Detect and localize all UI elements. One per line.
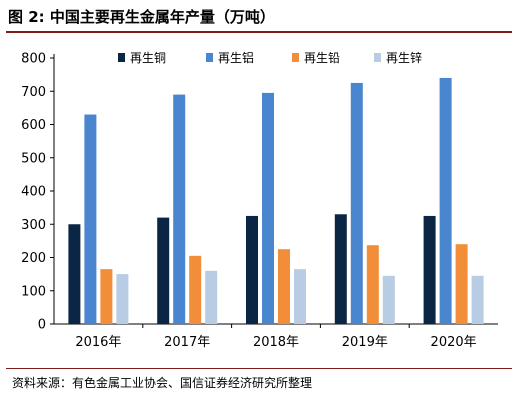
bar: [246, 215, 258, 324]
bar: [439, 77, 452, 324]
bar: [294, 269, 306, 324]
x-tick-label: 2016年: [75, 335, 121, 350]
bar: [205, 270, 218, 324]
bar: [423, 215, 436, 324]
bar: [366, 245, 379, 324]
x-tick-label: 2019年: [342, 335, 388, 350]
bar-chart: 0 100 200 300 400 500 600 700 800 2016年 2017年 2018年…: [21, 50, 498, 350]
x-tick-label: 2020年: [431, 335, 477, 350]
figure-title: 图 2: 中国主要再生金属年产量（万吨）: [8, 8, 275, 26]
y-tick-label: 800: [21, 52, 46, 67]
legend-swatch: [206, 53, 213, 62]
bar: [157, 217, 170, 324]
legend-label: 再生铝: [218, 50, 254, 65]
bar: [68, 224, 81, 324]
chart-area: 0 100 200 300 400 500 600 700 800 2016年 2017年 2018年…: [0, 34, 522, 364]
y-tick-label: 0: [38, 318, 46, 333]
source-note: 资料来源：有色金属工业协会、国信证券经济研究所整理: [12, 376, 313, 390]
source-divider: [6, 368, 512, 369]
bar: [382, 275, 395, 324]
bar: [455, 244, 468, 324]
y-tick-label: 400: [21, 185, 46, 200]
bar: [84, 114, 97, 325]
legend-swatch: [374, 53, 381, 62]
y-tick-label: 500: [21, 151, 46, 166]
y-tick-label: 300: [21, 218, 46, 233]
bar: [100, 269, 113, 324]
bar: [278, 249, 290, 324]
title-divider: [6, 31, 512, 33]
bar: [471, 275, 484, 324]
y-tick-label: 200: [21, 251, 46, 266]
legend-label: 再生铜: [130, 50, 166, 65]
bar: [116, 274, 129, 324]
y-tick-label: 600: [21, 118, 46, 133]
y-tick-label: 700: [21, 85, 46, 100]
bar: [173, 94, 186, 324]
legend-swatch: [292, 53, 299, 62]
bar: [350, 82, 363, 324]
x-tick-label: 2018年: [253, 335, 299, 350]
y-tick-label: 100: [21, 284, 46, 299]
legend-swatch: [118, 53, 125, 62]
x-tick-label: 2017年: [164, 335, 210, 350]
bar: [262, 92, 274, 324]
legend-label: 再生铅: [304, 51, 340, 65]
bar: [334, 214, 347, 324]
bar: [189, 255, 202, 324]
legend-label: 再生锌: [386, 51, 422, 65]
